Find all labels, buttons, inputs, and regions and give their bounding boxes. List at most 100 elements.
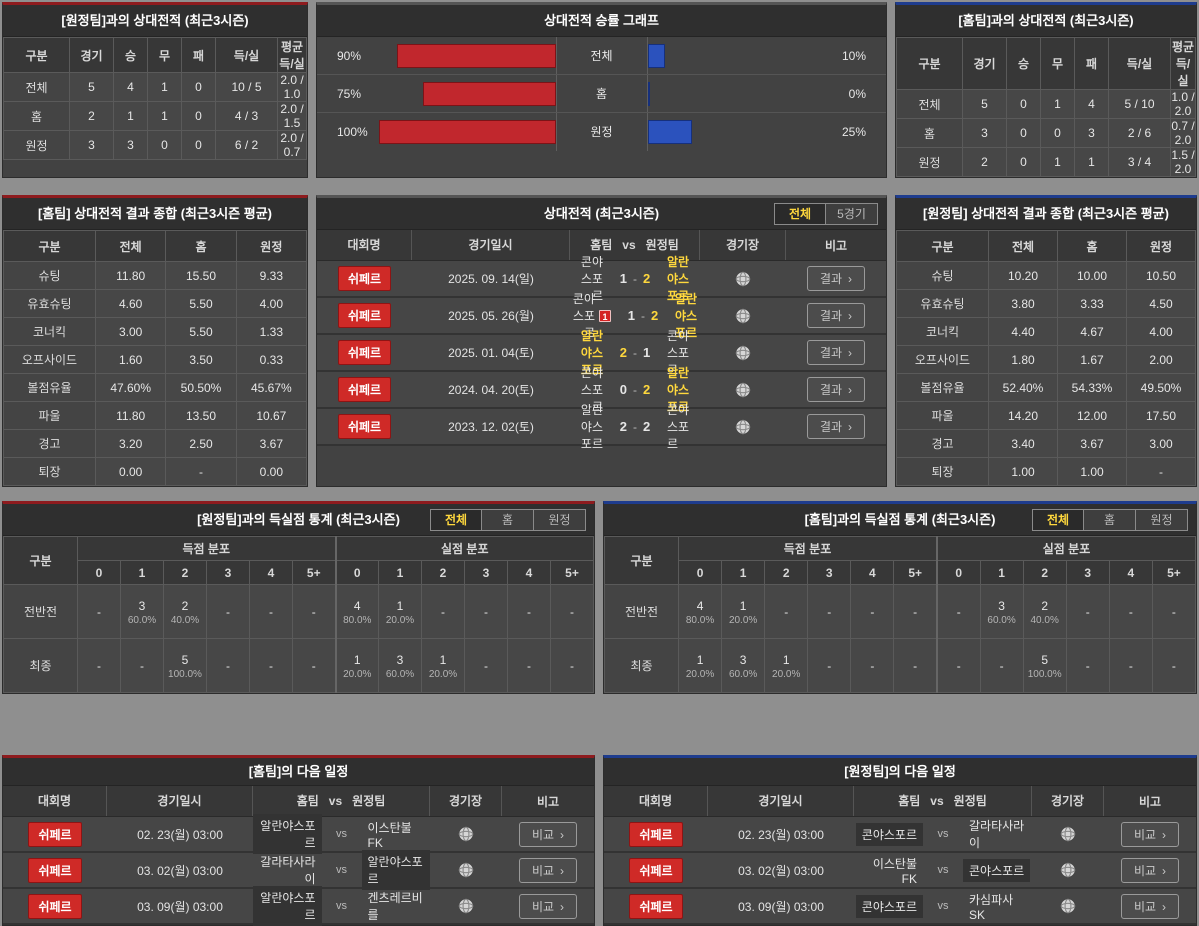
chart-row-label: 홈 — [555, 75, 648, 112]
compare-button-label: 비교 — [531, 899, 555, 914]
win-rate-chart-panel: 상대전적 승률 그래프 90% 전체 10% 75% 홈 0% 100% 원정 — [316, 2, 887, 178]
header-row: 구분 전체 홈 원정 — [896, 230, 1196, 262]
stadium-cell — [700, 381, 786, 399]
cell: - — [935, 584, 981, 639]
compare-button[interactable]: 비교 › — [1120, 893, 1180, 919]
col-header: 구분 — [896, 230, 989, 262]
cell: 10 / 5 — [215, 72, 278, 102]
away-team-label: 이스탄불FK — [367, 820, 412, 850]
compare-button[interactable]: 비교 › — [518, 893, 578, 919]
stadium-cell — [700, 307, 786, 325]
cell: 4.00 — [1126, 317, 1196, 346]
goals-tabs: 전체 홈 원정 — [430, 509, 586, 531]
note-cell: 결과 › — [786, 266, 886, 291]
match-row: 쉬페르 2023. 12. 02(토) 알란야스포르 2-2 콘야스포르 결과 › — [317, 403, 886, 451]
stat-label: 퇴장 — [3, 457, 96, 486]
cell: 1 — [147, 72, 182, 102]
cell: - — [1108, 584, 1153, 639]
col-header: 1 — [120, 560, 164, 585]
cell: 5 100.0% — [1022, 638, 1067, 693]
col-header-datetime: 경기일시 — [107, 786, 253, 816]
stadium-globe-icon[interactable] — [457, 825, 475, 843]
chevron-right-icon: › — [560, 863, 565, 878]
league-cell: 쉬페르 — [317, 266, 412, 291]
tab-all[interactable]: 전체 — [430, 509, 482, 531]
home-team-name: 콘야스포르 — [572, 292, 595, 340]
cell: 15.50 — [165, 261, 237, 290]
compare-button[interactable]: 비교 › — [518, 857, 578, 883]
cell: 0 — [181, 72, 216, 102]
result-button[interactable]: 결과 › — [806, 414, 866, 439]
result-button-label: 결과 — [819, 272, 843, 286]
compare-button[interactable]: 비교 › — [1120, 821, 1180, 847]
tab-all[interactable]: 전체 — [1032, 509, 1084, 531]
league-badge: 쉬페르 — [28, 821, 82, 847]
vs-label: vs — [937, 864, 949, 876]
cell: 1 20.0% — [721, 584, 766, 639]
cell: 4.50 — [1126, 289, 1196, 318]
cell: 10.50 — [1126, 261, 1196, 290]
table-row: 파울 11.80 13.50 10.67 — [3, 401, 308, 430]
cell: 52.40% — [988, 373, 1058, 402]
group-header-row: 구분 득점 분포 실점 분포 — [3, 536, 594, 585]
cell: 5 100.0% — [163, 638, 207, 693]
cell: - — [850, 638, 895, 693]
result-button[interactable]: 결과 › — [806, 377, 866, 402]
compare-button-label: 비교 — [531, 863, 555, 878]
compare-button[interactable]: 비교 › — [518, 821, 578, 847]
stat-label: 퇴장 — [896, 457, 989, 486]
cell: 9.33 — [235, 261, 308, 290]
compare-button[interactable]: 비교 › — [1120, 857, 1180, 883]
stat-label: 경고 — [3, 429, 96, 458]
cell: 0.7 / 2.0 — [1170, 118, 1196, 148]
stadium-globe-icon[interactable] — [734, 381, 752, 399]
col-header-stadium: 경기장 — [700, 230, 786, 260]
cell: 5 — [962, 89, 1007, 119]
stadium-globe-icon[interactable] — [734, 307, 752, 325]
stat-label: 오프사이드 — [3, 345, 96, 374]
cell: 3.40 — [988, 429, 1058, 458]
chevron-right-icon: › — [1162, 899, 1167, 914]
cell: 3 / 4 — [1108, 147, 1171, 177]
schedule-row: 쉬페르 03. 02(월) 03:00 이스탄불FK vs 콘야스포르 비교 › — [604, 853, 1196, 889]
tab-home[interactable]: 홈 — [1084, 509, 1136, 531]
chevron-right-icon: › — [848, 383, 853, 397]
away-score: 2 — [651, 308, 659, 323]
tab-5games[interactable]: 5경기 — [826, 203, 878, 225]
header-row: 구분 경기 승 무 패 득/실 평균 득/실 — [896, 37, 1196, 90]
away-win-bar — [647, 81, 650, 106]
stadium-globe-icon[interactable] — [1059, 825, 1077, 843]
cell: 2 40.0% — [1022, 584, 1067, 639]
stadium-globe-icon[interactable] — [457, 897, 475, 915]
away-bar-area — [647, 37, 825, 74]
chevron-right-icon: › — [560, 827, 565, 842]
tab-away[interactable]: 원정 — [534, 509, 586, 531]
stadium-globe-icon[interactable] — [457, 861, 475, 879]
corner-header: 구분 — [3, 536, 78, 585]
result-button[interactable]: 결과 › — [806, 303, 866, 328]
away-bar-area — [647, 113, 825, 151]
row-label: 전반전 — [604, 584, 679, 639]
stadium-globe-icon[interactable] — [734, 418, 752, 436]
away-bar-area — [647, 75, 825, 112]
h2h-header-row: 대회명 경기일시 홈팀 vs 원정팀 경기장 비고 — [317, 230, 886, 261]
col-header-note: 비고 — [1138, 794, 1162, 809]
stat-label: 파울 — [3, 401, 96, 430]
stadium-globe-icon[interactable] — [734, 344, 752, 362]
stadium-globe-icon[interactable] — [1059, 897, 1077, 915]
cell: 1 20.0% — [334, 638, 379, 693]
result-button[interactable]: 결과 › — [806, 266, 866, 291]
league-badge: 쉬페르 — [629, 857, 683, 883]
home-team-label: 콘야스포르 — [855, 894, 923, 918]
col-header: 홈 — [1057, 230, 1127, 262]
league-cell: 쉬페르 — [3, 821, 107, 847]
tab-home[interactable]: 홈 — [482, 509, 534, 531]
stadium-globe-icon[interactable] — [734, 270, 752, 288]
tab-away[interactable]: 원정 — [1136, 509, 1188, 531]
stadium-globe-icon[interactable] — [1059, 861, 1077, 879]
schedule-row: 쉬페르 02. 23(월) 03:00 알란야스포르 vs 이스탄불FK 비교 › — [3, 814, 594, 854]
tab-all[interactable]: 전체 — [774, 203, 826, 225]
result-button[interactable]: 결과 › — [806, 340, 866, 365]
cell: 0 — [181, 101, 216, 131]
chart-row-label: 전체 — [555, 37, 648, 74]
